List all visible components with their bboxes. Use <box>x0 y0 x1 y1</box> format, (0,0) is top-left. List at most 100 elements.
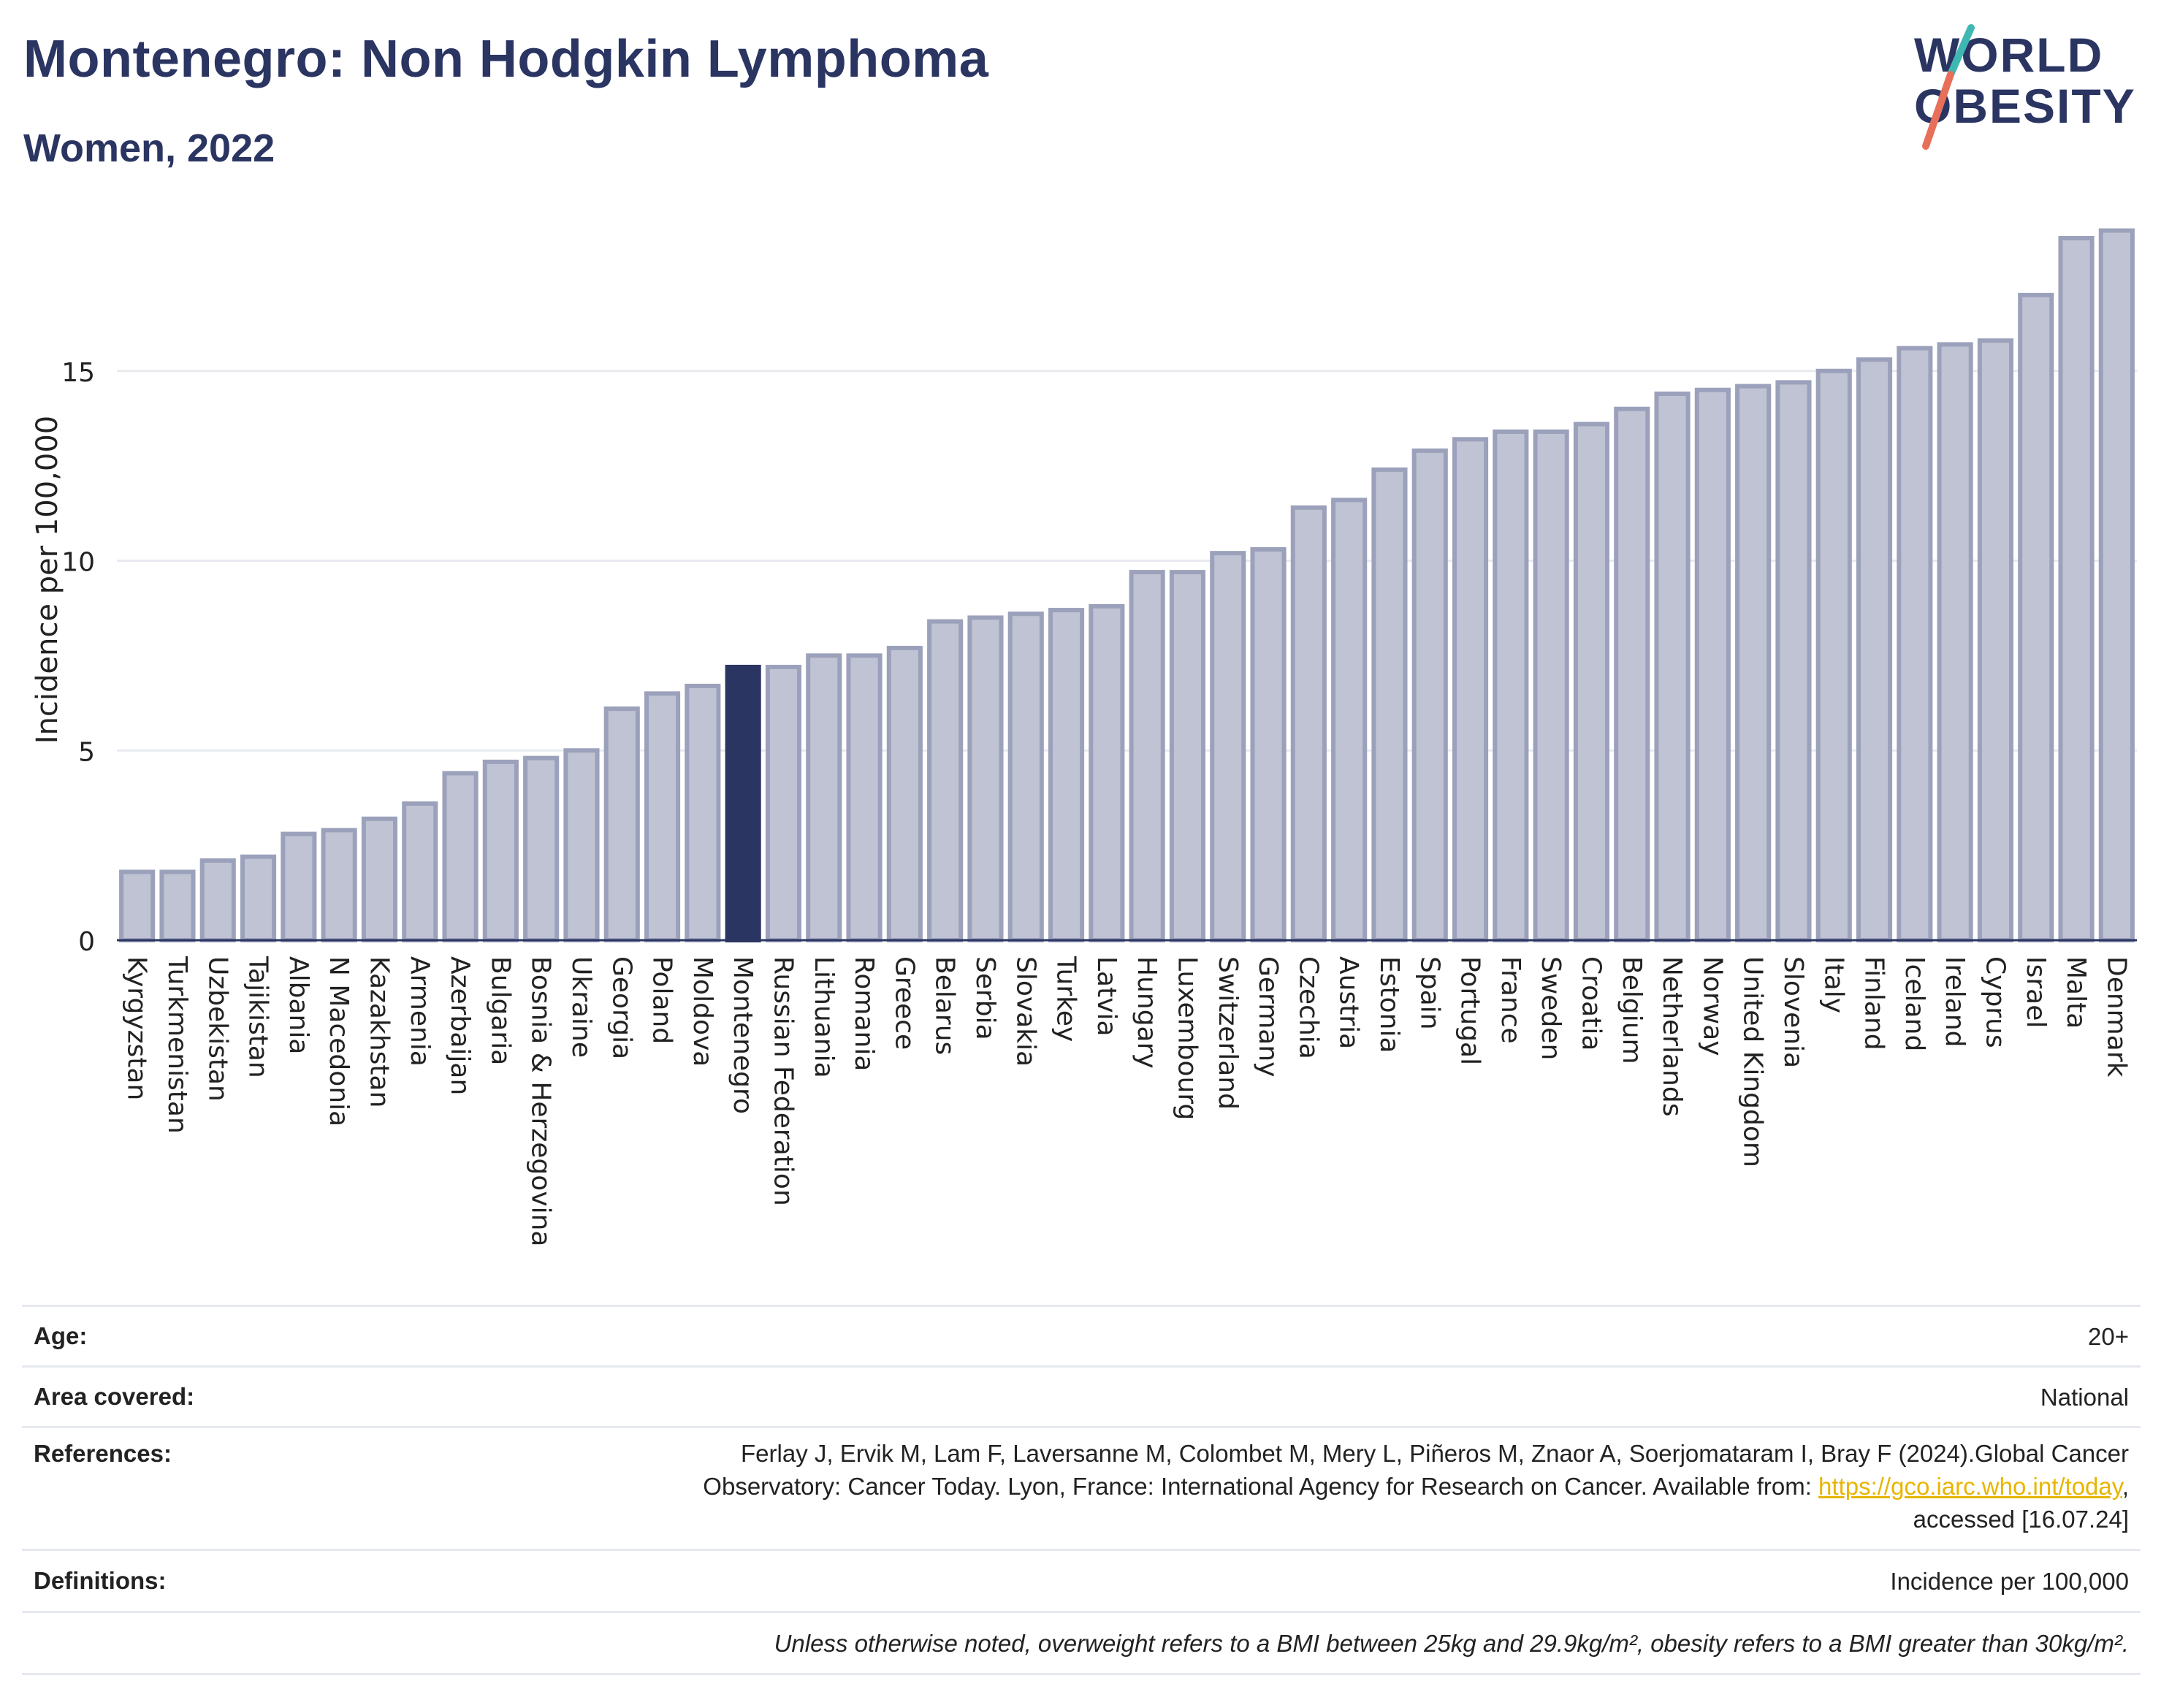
x-tick-label: Kazakhstan <box>364 956 394 1107</box>
definitions-label: Definitions: <box>34 1567 167 1594</box>
x-tick-label: Malta <box>2061 956 2091 1029</box>
x-tick-label: Austria <box>1334 956 1364 1049</box>
bar <box>361 816 398 943</box>
bar <box>1250 546 1287 942</box>
x-tick-label: Serbia <box>970 956 1000 1040</box>
bar <box>1694 387 1731 942</box>
bar <box>1937 342 1973 942</box>
bar <box>1129 570 1165 942</box>
references-line2-end: , <box>2122 1473 2129 1500</box>
x-tick-label: Azerbaijan <box>445 956 475 1095</box>
age-value: 20+ <box>2088 1322 2129 1350</box>
x-tick-label: Spain <box>1414 956 1444 1030</box>
bar <box>603 706 640 942</box>
bar <box>1371 467 1408 942</box>
x-tick-label: Israel <box>2021 956 2051 1028</box>
bar <box>1007 611 1044 942</box>
bar <box>563 748 600 943</box>
x-tick-label: United Kingdom <box>1738 956 1768 1167</box>
y-tick-label: 0 <box>78 927 95 957</box>
bar <box>1493 429 1529 942</box>
bar <box>199 858 236 942</box>
bar <box>1331 497 1368 942</box>
bar <box>725 664 761 942</box>
bar <box>1533 429 1569 942</box>
bar <box>1048 608 1085 943</box>
bar <box>482 759 519 943</box>
axes: 0 5 10 15 Kyrgyzstan Turkmenistan Uzbekistan Ta… <box>61 358 2137 1246</box>
x-tick-label: Slovenia <box>1778 956 1808 1068</box>
x-tick-label: Latvia <box>1091 956 1121 1037</box>
bar <box>281 831 317 942</box>
x-tick-label: Portugal <box>1455 956 1485 1065</box>
world-obesity-logo: WORLD OBESITY <box>1914 24 2136 150</box>
bar <box>442 771 479 942</box>
x-tick-label: Bulgaria <box>485 956 515 1065</box>
x-tick-label: Norway <box>1697 956 1727 1056</box>
bar <box>1654 391 1691 942</box>
bar <box>2018 292 2054 943</box>
age-label: Age: <box>34 1322 88 1349</box>
bar <box>159 869 196 943</box>
bar <box>1614 406 1650 942</box>
x-tick-label: Lithuania <box>809 956 839 1078</box>
y-tick-label: 15 <box>61 358 95 388</box>
x-tick-label: Montenegro <box>728 956 758 1114</box>
bar <box>1856 357 1893 942</box>
x-tick-label: Armenia <box>405 956 435 1067</box>
bar <box>806 653 842 942</box>
bar <box>240 854 277 943</box>
references-line3: accessed [16.07.24] <box>1913 1506 2129 1533</box>
bar <box>1977 338 2014 942</box>
references-line1: Ferlay J, Ervik M, Lam F, Laversanne M, … <box>741 1440 2129 1467</box>
x-tick-label: Denmark <box>2101 956 2131 1078</box>
bar <box>523 755 560 942</box>
x-tick-label: Croatia <box>1576 956 1606 1051</box>
x-tick-label: Bosnia & Herzegovina <box>526 956 556 1246</box>
bar <box>886 646 923 942</box>
y-tick-label: 5 <box>78 737 95 767</box>
x-tick-label: Belgium <box>1617 956 1647 1064</box>
x-tick-label: Netherlands <box>1657 956 1687 1116</box>
bar <box>927 619 964 942</box>
x-tick-label: France <box>1495 956 1525 1044</box>
meta-row-area: Area covered: National <box>22 1365 2141 1426</box>
x-tick-label: Cyprus <box>1980 956 2010 1048</box>
x-tick-label: N Macedonia <box>324 956 354 1126</box>
x-tick-label: Turkey <box>1051 956 1081 1042</box>
x-tick-label: Luxembourg <box>1172 956 1202 1120</box>
x-tick-label: Iceland <box>1899 956 1929 1051</box>
bar <box>1897 346 1933 943</box>
area-label: Area covered: <box>34 1383 195 1410</box>
x-tick-label: Romania <box>849 956 879 1071</box>
logo-line2: OBESITY <box>1914 79 2136 133</box>
bar <box>1411 448 1448 942</box>
bar <box>1573 422 1610 942</box>
bar <box>1735 384 1772 942</box>
references-label: References: <box>34 1440 172 1467</box>
bar <box>1089 603 1125 942</box>
bar <box>967 615 1004 943</box>
x-tick-label: Russian Federation <box>768 956 798 1206</box>
x-tick-label: Hungary <box>1132 956 1162 1069</box>
x-tick-label: Czechia <box>1293 956 1323 1059</box>
bar <box>644 691 681 942</box>
x-tick-label: Sweden <box>1536 956 1566 1060</box>
bars <box>119 228 2135 943</box>
meta-row-definitions: Definitions: Incidence per 100,000 <box>22 1549 2141 1611</box>
x-tick-label: Italy <box>1818 956 1848 1013</box>
logo-line1: WORLD <box>1914 28 2103 82</box>
references-line2: Observatory: Cancer Today. Lyon, France:… <box>703 1473 1819 1500</box>
y-tick-label: 10 <box>61 548 95 578</box>
x-tick-label: Kyrgyzstan <box>122 956 152 1100</box>
bar <box>1452 437 1489 942</box>
x-tick-label: Greece <box>889 956 919 1050</box>
references-link[interactable]: https://gco.iarc.who.int/today <box>1818 1473 2122 1500</box>
bar <box>1169 570 1206 942</box>
x-tick-label: Germany <box>1253 956 1283 1077</box>
bar <box>1815 368 1852 942</box>
y-axis-label: Incidence per 100,000 <box>31 416 64 744</box>
bar-chart: 0 5 10 15 Kyrgyzstan Turkmenistan Uzbekistan Ta… <box>31 228 2137 1246</box>
references-value: Ferlay J, Ervik M, Lam F, Laversanne M, … <box>703 1437 2141 1536</box>
bar <box>765 664 802 942</box>
